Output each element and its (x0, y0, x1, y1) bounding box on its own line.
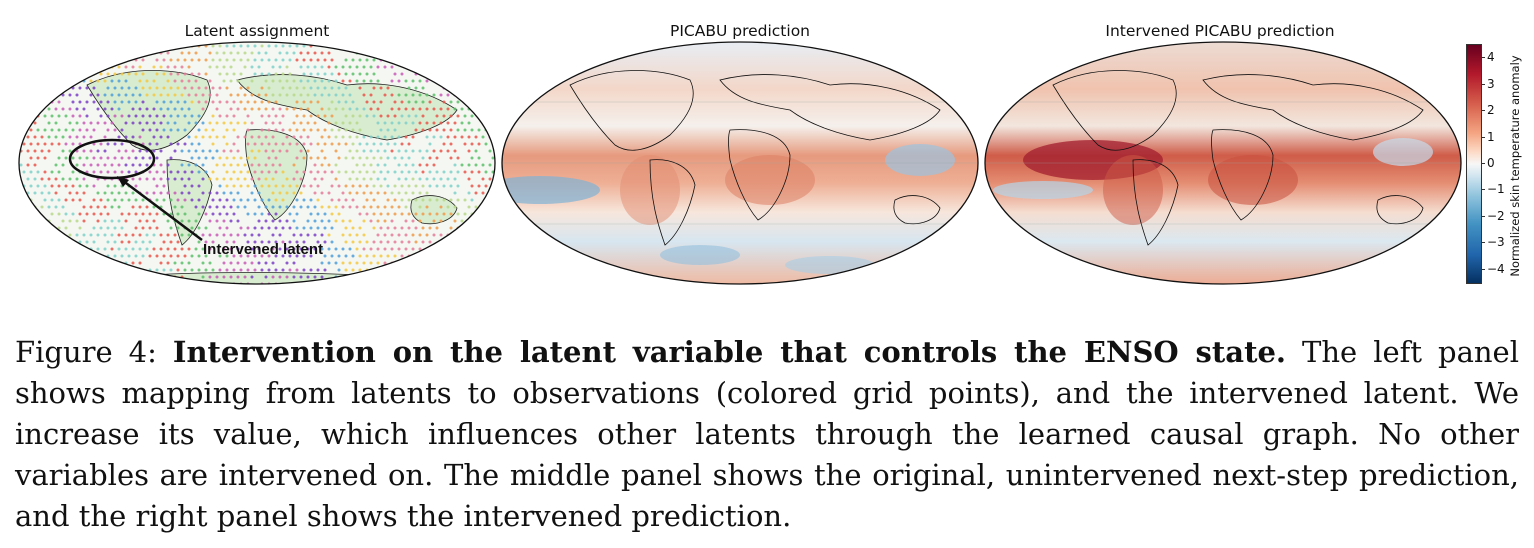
caption-prefix: Figure 4: (15, 335, 173, 369)
colorbar-tick (1481, 268, 1485, 270)
colorbar-tick-label: −2 (1487, 208, 1505, 223)
arrowhead-icon (117, 176, 129, 187)
annotation-arrow (121, 179, 203, 241)
figure-caption: Figure 4: Intervention on the latent var… (15, 332, 1519, 537)
colorbar-tick-label: −1 (1487, 182, 1505, 197)
colorbar-tick-label: −4 (1487, 261, 1505, 276)
colorbar-tick-label: −3 (1487, 235, 1505, 250)
colorbar-tick (1481, 57, 1485, 59)
panel-title-prediction: PICABU prediction (669, 22, 810, 40)
intervened-latent-label: Intervened latent (203, 241, 323, 258)
colorbar-tick (1481, 110, 1485, 112)
colorbar-tick (1481, 189, 1485, 191)
caption-body: The left panel shows mapping from latent… (15, 335, 1519, 533)
panel-title-latent-assignment: Latent assignment (184, 22, 330, 40)
panel-title-intervened-prediction: Intervened PICABU prediction (1105, 22, 1335, 40)
colorbar-tick-label: 4 (1487, 50, 1495, 65)
colorbar-tick (1481, 136, 1485, 138)
colorbar: 4 3 2 1 0 −1 −2 −3 −4 Normalized skin temperatur… (1460, 44, 1534, 288)
colorbar-tick-label: 0 (1487, 156, 1495, 170)
colorbar-tick-label: 3 (1487, 76, 1495, 91)
colorbar-tick-label: 2 (1487, 103, 1495, 118)
colorbar-tick (1481, 242, 1485, 244)
colorbar-label: Normalized skin temperature anomaly (1508, 55, 1522, 277)
intervened-latent-outline (68, 138, 156, 180)
latent-assignment-map: Intervened latent (18, 41, 496, 285)
colorbar-tick (1481, 163, 1485, 164)
colorbar-gradient (1466, 44, 1482, 284)
prediction-map (501, 41, 979, 285)
caption-bold-title: Intervention on the latent variable that… (172, 335, 1287, 369)
continents (1052, 70, 1424, 246)
colorbar-tick (1481, 83, 1485, 85)
colorbar-tick (1481, 215, 1485, 217)
colorbar-tick-label: 1 (1487, 129, 1495, 144)
intervened-prediction-map (984, 41, 1462, 285)
continents (569, 70, 941, 246)
